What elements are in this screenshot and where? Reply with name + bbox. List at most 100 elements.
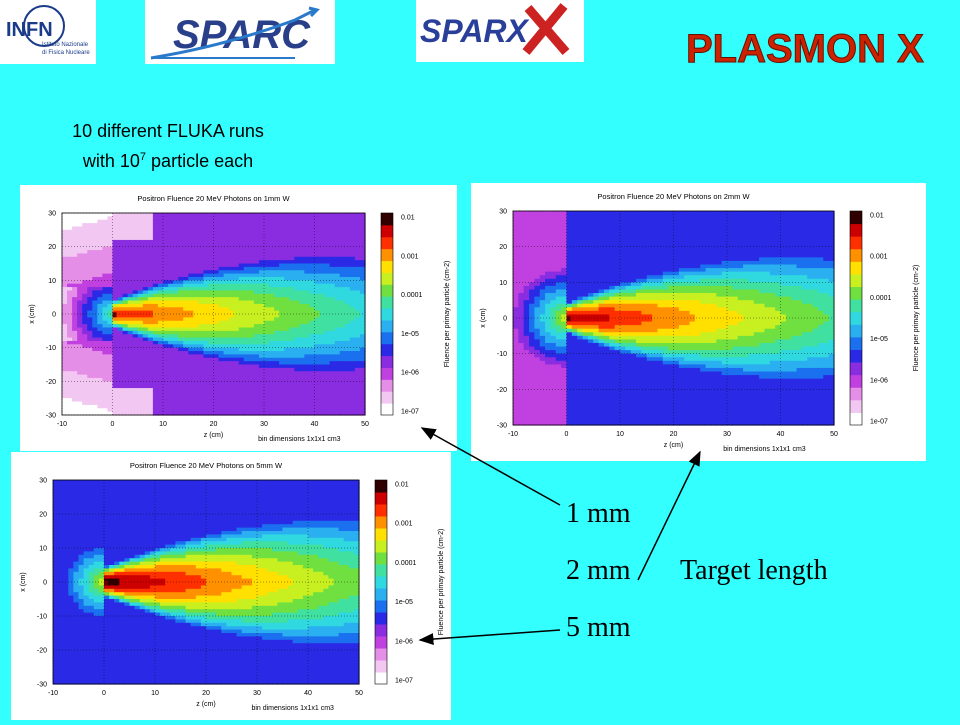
heatmap-cell: [556, 329, 562, 333]
heatmap-cell: [550, 382, 556, 386]
heatmap-cell: [625, 232, 631, 236]
heatmap-cell: [615, 307, 621, 311]
heatmap-cell: [620, 247, 626, 251]
heatmap-cell: [556, 325, 562, 329]
heatmap-cell: [556, 218, 562, 222]
heatmap-cell: [604, 329, 610, 333]
heatmap-cell: [556, 354, 562, 358]
heatmap-cell: [550, 275, 556, 279]
heatmap-cell: [534, 240, 540, 244]
heatmap-cell: [524, 289, 530, 293]
heatmap-cell: [545, 311, 551, 315]
heatmap-cell: [620, 293, 626, 297]
heatmap-cell: [583, 368, 589, 372]
heatmap-cell: [593, 354, 599, 358]
heatmap-cell: [540, 225, 546, 229]
heatmap-cell: [550, 368, 556, 372]
heatmap-cell: [583, 304, 589, 308]
heatmap-cell: [583, 372, 589, 376]
heatmap-cell: [583, 240, 589, 244]
heatmap-cell: [593, 311, 599, 315]
heatmap-cell: [593, 293, 599, 297]
heatmap-cell: [540, 339, 546, 343]
heatmap-cell: [604, 375, 610, 379]
heatmap-cell: [524, 265, 530, 269]
heatmap-cell: [625, 250, 631, 254]
heatmap-cell: [599, 325, 605, 329]
heatmap-cell: [620, 393, 626, 397]
heatmap-cell: [529, 257, 535, 261]
heatmap-cell: [513, 343, 519, 347]
heatmap-cell: [577, 311, 583, 315]
heatmap-cell: [615, 361, 621, 365]
heatmap-cell: [625, 311, 631, 315]
heatmap-cell: [540, 343, 546, 347]
heatmap-cell: [572, 368, 578, 372]
heatmap-cell: [620, 232, 626, 236]
heatmap-cell: [588, 225, 594, 229]
heatmap-cell: [577, 364, 583, 368]
heatmap-cell: [545, 250, 551, 254]
heatmap-cell: [625, 222, 631, 226]
colorbar-tick-label: 0.0001: [401, 292, 423, 299]
heatmap-cell: [540, 222, 546, 226]
heatmap-cell: [593, 411, 599, 415]
colorbar-step: [381, 237, 393, 249]
heatmap-cell: [583, 322, 589, 326]
heatmap-cell: [604, 343, 610, 347]
heatmap-cell: [567, 354, 573, 358]
x-tick-label: 50: [361, 421, 369, 428]
heatmap-cell: [609, 322, 615, 326]
y-tick-label: -20: [46, 379, 56, 386]
heatmap-cell: [577, 282, 583, 286]
heatmap-cell: [572, 325, 578, 329]
heatmap-cell: [567, 361, 573, 365]
heatmap-cell: [609, 368, 615, 372]
heatmap-cell: [620, 215, 626, 219]
heatmap-cell: [534, 361, 540, 365]
heatmap-cell: [534, 293, 540, 297]
heatmap-cell: [577, 236, 583, 240]
heatmap-cell: [572, 229, 578, 233]
heatmap-cell: [513, 293, 519, 297]
heatmap-cell: [540, 247, 546, 251]
heatmap-cell: [615, 232, 621, 236]
heatmap-cell: [609, 211, 615, 215]
heatmap-cell: [529, 414, 535, 418]
heatmap-cell: [604, 379, 610, 383]
heatmap-cell: [593, 282, 599, 286]
heatmap-cell: [518, 289, 524, 293]
heatmap-cell: [609, 407, 615, 411]
heatmap-cell: [572, 265, 578, 269]
heatmap-cell: [513, 339, 519, 343]
heatmap-cell: [625, 347, 631, 351]
colorbar-tick-label: 1e-06: [401, 370, 419, 377]
heatmap-cell: [604, 272, 610, 276]
heatmap-cell: [567, 411, 573, 415]
heatmap-cell: [609, 382, 615, 386]
heatmap-cell: [561, 418, 567, 422]
heatmap-cell: [620, 254, 626, 258]
heatmap-cell: [615, 329, 621, 333]
heatmap-cell: [518, 404, 524, 408]
heatmap-cell: [615, 339, 621, 343]
heatmap-cell: [604, 222, 610, 226]
heatmap-cell: [620, 236, 626, 240]
heatmap-cell: [599, 347, 605, 351]
heatmap-cell: [593, 347, 599, 351]
heatmap-cell: [534, 225, 540, 229]
heatmap-cell: [615, 286, 621, 290]
heatmap-cell: [524, 261, 530, 265]
heatmap-cell: [540, 218, 546, 222]
heatmap-cell: [513, 418, 519, 422]
heatmap-cell: [545, 225, 551, 229]
heatmap-cell: [518, 336, 524, 340]
heatmap-cell: [620, 314, 626, 318]
heatmap-cell: [572, 232, 578, 236]
heatmap-cell: [540, 332, 546, 336]
heatmap-cell: [588, 247, 594, 251]
heatmap-cell: [609, 300, 615, 304]
heatmap-cell: [513, 300, 519, 304]
x-tick-label: 10: [159, 421, 167, 428]
heatmap-cell: [524, 368, 530, 372]
